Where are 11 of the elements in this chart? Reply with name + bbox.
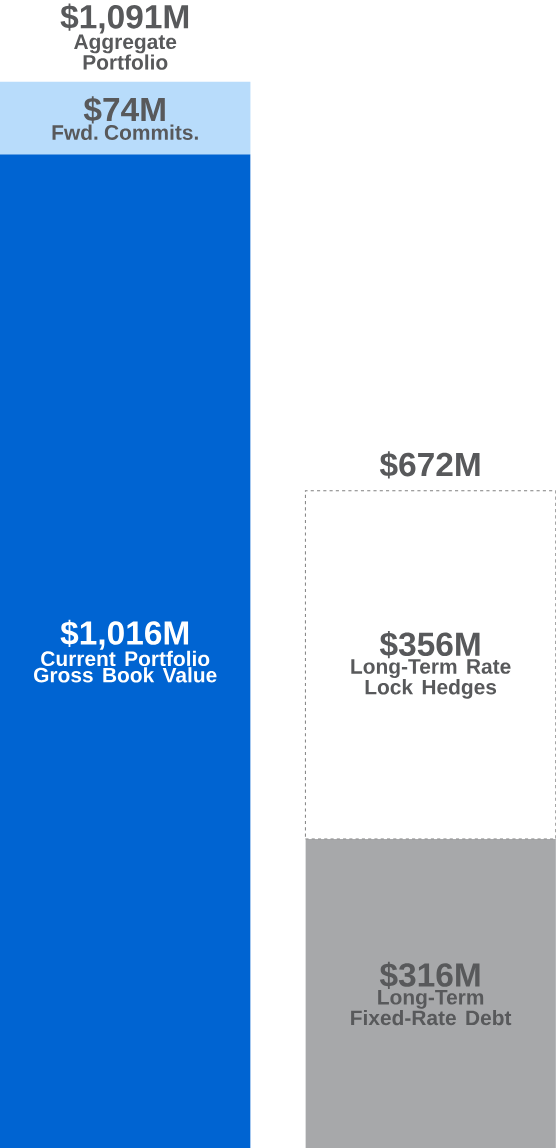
series-label: Long-Term Rate Lock Hedges: [351, 659, 511, 699]
series-label: Long-Term Fixed-Rate Debt: [350, 990, 512, 1026]
series-label: Current Portfolio Gross Book Value: [33, 650, 217, 683]
total-label: $1,091M: [60, 3, 188, 34]
data-label: $316M: [379, 961, 480, 989]
data-label: $74M: [83, 96, 165, 124]
total-label: $672M: [379, 451, 480, 479]
data-label: $1,016M: [60, 619, 188, 650]
series-label: Fwd. Commits.: [52, 124, 198, 140]
text: Aggregate Portfolio: [73, 34, 177, 70]
data-label: $356M: [379, 630, 480, 659]
